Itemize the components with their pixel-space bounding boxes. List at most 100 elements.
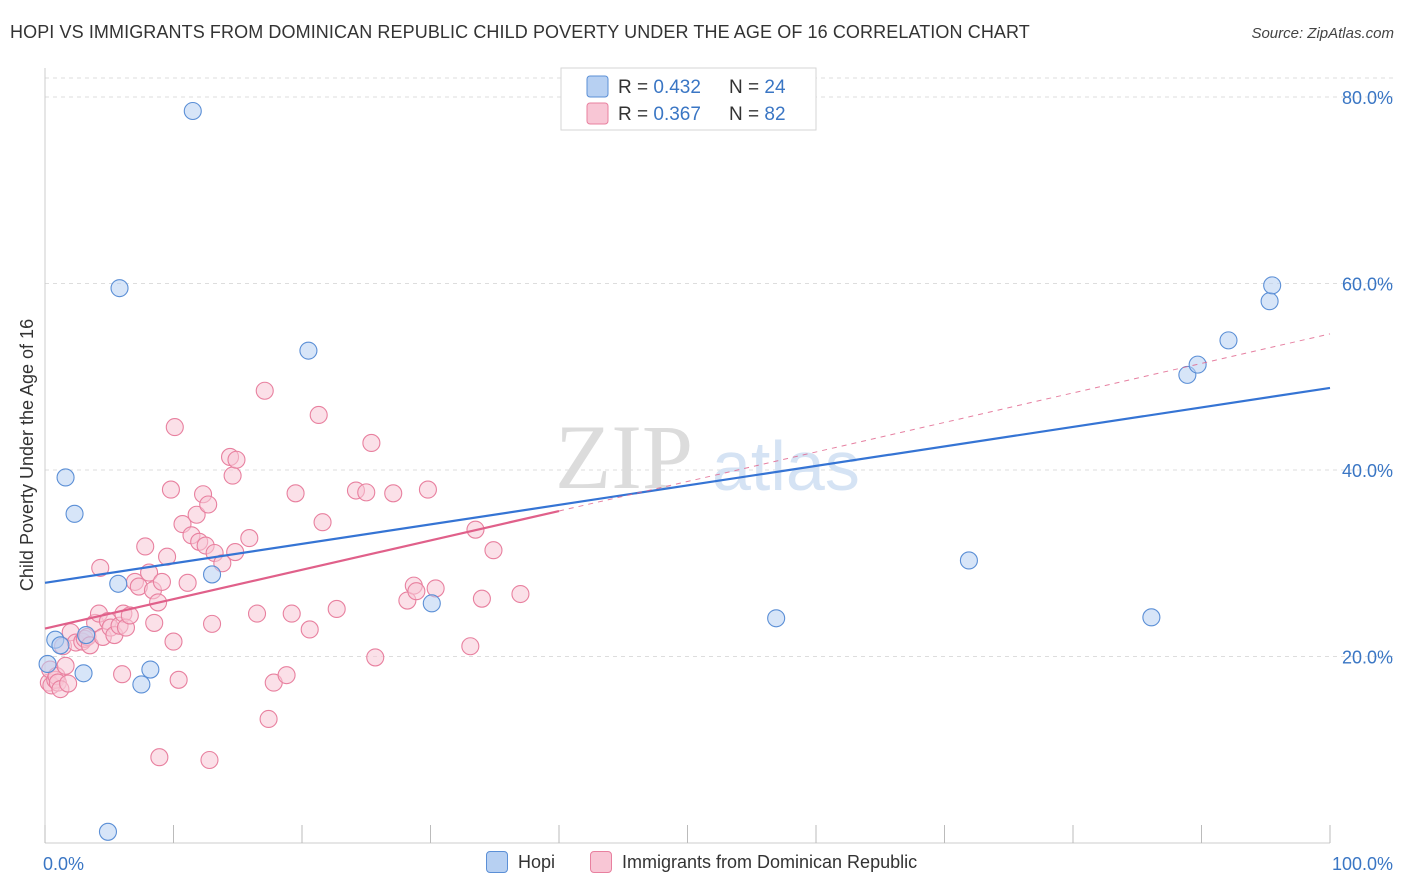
stats-n-label-hopi: N = (729, 77, 764, 98)
point-dominican-51 (213, 554, 232, 573)
point-dominican-75 (407, 582, 426, 601)
stats-legend: R = 0.432 N = 24 R = 0.367 N = 82 (560, 67, 817, 131)
point-dominican-49 (203, 614, 222, 633)
point-dominican-40 (169, 670, 188, 689)
point-hopi-22 (1260, 292, 1279, 311)
stats-n-value-hopi: 24 (764, 77, 786, 98)
series-dominican-points (39, 381, 530, 770)
point-dominican-8 (56, 656, 75, 675)
point-dominican-33 (145, 613, 164, 632)
series-hopi-points (38, 101, 1282, 841)
point-dominican-76 (418, 480, 437, 499)
point-dominican-39 (164, 632, 183, 651)
legend-item-hopi[interactable]: Hopi (486, 851, 555, 873)
point-dominican-77 (426, 579, 445, 598)
point-hopi-16 (767, 609, 786, 628)
point-dominican-38 (165, 418, 184, 437)
point-hopi-12 (203, 565, 222, 584)
stats-r-value-hopi: 0.432 (653, 77, 701, 98)
point-dominican-53 (223, 466, 242, 485)
stats-r-label-hopi: R = (618, 77, 653, 98)
point-hopi-23 (1263, 276, 1282, 295)
legend-label-dominican: Immigrants from Dominican Republic (622, 851, 918, 872)
point-hopi-8 (110, 279, 129, 298)
point-dominican-81 (484, 541, 503, 560)
point-dominican-67 (327, 599, 346, 618)
point-hopi-14 (422, 594, 441, 613)
point-dominican-30 (136, 537, 155, 556)
point-hopi-17 (959, 551, 978, 570)
point-dominican-55 (227, 450, 246, 469)
point-dominican-61 (277, 666, 296, 685)
point-dominican-84 (200, 750, 219, 770)
watermark-zip: ZIP (555, 406, 693, 508)
point-dominican-64 (300, 620, 319, 639)
point-hopi-0 (38, 654, 57, 674)
point-dominican-78 (461, 637, 480, 656)
point-hopi-18 (1142, 608, 1161, 627)
tick-labels: 20.0% 40.0% 60.0% 80.0% 0.0% 100.0% (43, 88, 1393, 874)
legend-label-hopi: Hopi (518, 851, 556, 872)
trend-extension-dominican (558, 333, 1331, 512)
point-hopi-6 (77, 626, 96, 645)
legend-swatch-hopi (486, 851, 508, 873)
legend-swatch-dominican (590, 851, 612, 873)
point-dominican-59 (259, 709, 278, 729)
x-tick-label-0: 0.0% (43, 854, 84, 874)
source-label: Source: ZipAtlas.com (1251, 25, 1394, 42)
point-hopi-13 (299, 341, 318, 360)
point-hopi-15 (98, 822, 118, 841)
point-dominican-62 (282, 604, 301, 623)
stats-r-label-dominican: R = (618, 104, 653, 125)
watermark-atlas: atlas (712, 427, 860, 505)
stats-n-label-dominican: N = (729, 104, 764, 125)
point-dominican-69 (357, 483, 376, 502)
point-hopi-5 (74, 664, 93, 683)
point-hopi-10 (141, 660, 160, 679)
point-dominican-56 (240, 529, 259, 548)
point-dominican-37 (161, 480, 180, 499)
point-hopi-4 (65, 504, 84, 523)
point-dominican-66 (313, 513, 332, 532)
point-hopi-21 (1219, 331, 1238, 350)
chart-title: HOPI VS IMMIGRANTS FROM DOMINICAN REPUBL… (10, 22, 1030, 42)
y-tick-label-20: 20.0% (1342, 648, 1393, 668)
point-dominican-42 (178, 573, 197, 592)
y-tick-label-60: 60.0% (1342, 275, 1393, 295)
point-dominican-57 (247, 604, 267, 623)
stats-legend-hopi-swatch (586, 75, 609, 98)
point-dominican-70 (362, 433, 381, 453)
point-hopi-7 (109, 574, 128, 593)
svg-text:R = 0.367: R = 0.367 (618, 104, 701, 125)
point-dominican-58 (255, 381, 274, 400)
point-hopi-9 (132, 675, 151, 694)
stats-r-value-dominican: 0.367 (653, 104, 701, 125)
point-dominican-72 (384, 484, 403, 503)
stats-n-value-dominican: 82 (764, 104, 785, 125)
point-hopi-11 (183, 101, 202, 121)
point-dominican-65 (309, 405, 328, 425)
trend-line-dominican (44, 509, 560, 630)
point-dominican-83 (150, 748, 169, 767)
point-dominican-82 (511, 584, 530, 604)
point-dominican-35 (152, 572, 171, 591)
x-tick-label-100: 100.0% (1332, 854, 1393, 874)
trend-line-hopi (44, 386, 1331, 584)
y-tick-label-80: 80.0% (1342, 88, 1393, 108)
trend-lines (44, 333, 1331, 630)
point-hopi-2 (51, 636, 70, 655)
axes (44, 68, 1331, 844)
bottom-legend: Hopi Immigrants from Dominican Republic (0, 851, 1406, 877)
point-dominican-63 (286, 484, 305, 503)
svg-text:N = 82: N = 82 (729, 104, 786, 125)
point-dominican-48 (199, 495, 218, 514)
svg-text:N = 24: N = 24 (729, 77, 786, 98)
point-dominican-44 (187, 505, 206, 524)
point-dominican-9 (59, 674, 78, 693)
stats-legend-dominican-swatch (586, 102, 609, 125)
point-hopi-20 (1188, 355, 1207, 374)
point-dominican-24 (113, 665, 132, 684)
legend-item-dominican[interactable]: Immigrants from Dominican Republic (590, 851, 917, 873)
watermark: ZIP atlas (555, 406, 860, 508)
